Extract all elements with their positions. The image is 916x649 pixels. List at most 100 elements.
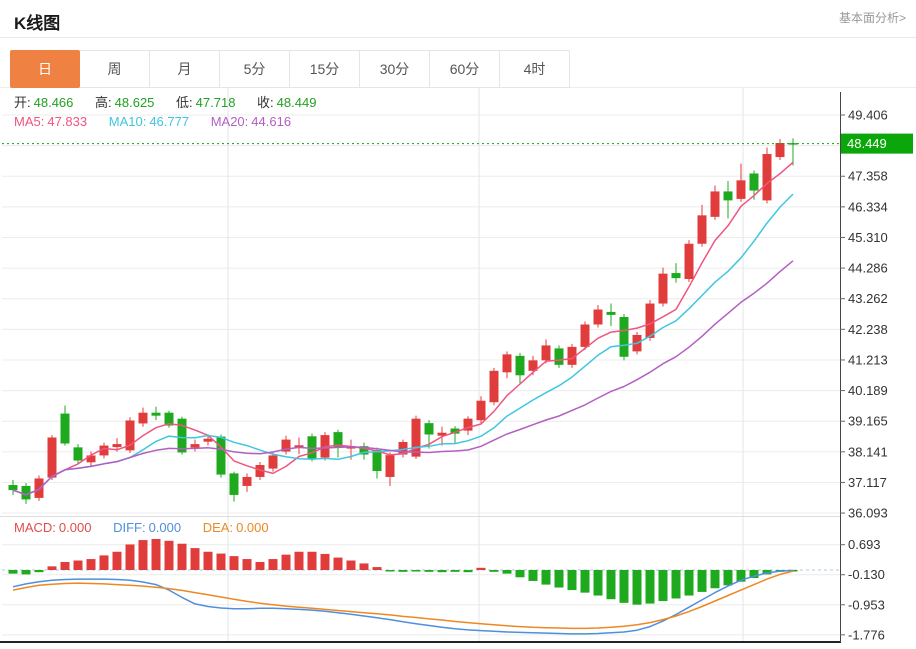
candle — [684, 240, 694, 283]
high-value: 48.625 — [114, 95, 155, 110]
candle — [450, 426, 460, 444]
fundamental-analysis-link[interactable]: 基本面分析> — [838, 11, 906, 25]
candle — [567, 343, 577, 368]
candle — [788, 138, 798, 166]
tab-月[interactable]: 月 — [150, 50, 220, 88]
macd-bar — [333, 557, 343, 570]
macd-bar — [190, 548, 200, 570]
y-axis-label: 36.093 — [848, 506, 888, 521]
candle — [645, 299, 655, 341]
candle — [385, 452, 395, 486]
tab-5分[interactable]: 5分 — [220, 50, 290, 88]
y-axis-label: 42.238 — [848, 322, 888, 337]
candle — [489, 367, 499, 406]
ma5-line — [12, 161, 794, 496]
y-axis-label: 37.117 — [848, 475, 887, 490]
candle — [203, 434, 213, 446]
macd-bar — [723, 570, 733, 586]
macd-bar — [645, 570, 655, 604]
candle — [606, 303, 616, 326]
tab-周[interactable]: 周 — [80, 50, 150, 88]
candle — [164, 410, 174, 428]
y-axis-label: 44.286 — [848, 261, 888, 276]
candle — [60, 405, 70, 446]
macd-bar — [697, 570, 707, 592]
macd-bar — [60, 561, 70, 570]
macd-indicator-row: MACD: 0.000 DIFF: 0.000 DEA: 0.000 — [14, 520, 287, 535]
macd-bar — [515, 570, 525, 578]
macd-bar — [47, 566, 57, 570]
macd-bar — [424, 570, 434, 572]
macd-bar — [34, 570, 44, 573]
macd-bar — [411, 570, 421, 572]
y-axis-label: 39.165 — [848, 414, 888, 429]
candle — [736, 163, 746, 202]
macd-bar — [203, 551, 213, 570]
ma20-line — [12, 260, 794, 496]
tab-15分[interactable]: 15分 — [290, 50, 360, 88]
candle — [34, 475, 44, 501]
tab-30分[interactable]: 30分 — [360, 50, 430, 88]
ma10-label: MA10: — [108, 114, 147, 129]
macd-bar — [112, 551, 122, 570]
tab-4时[interactable]: 4时 — [500, 50, 570, 88]
macd-bar — [658, 570, 668, 602]
macd-value: 0.000 — [58, 520, 92, 535]
macd-bar — [632, 570, 642, 605]
low-label: 低: — [176, 95, 193, 110]
y-axis-label: -0.953 — [848, 597, 885, 612]
candle — [333, 429, 343, 458]
macd-bar — [749, 570, 759, 579]
macd-bar — [398, 570, 408, 572]
candle — [359, 442, 369, 460]
current-price-tag: 48.449 — [841, 133, 913, 154]
macd-bar — [268, 559, 278, 570]
ma10-value: 46.777 — [149, 114, 190, 129]
candle — [502, 351, 512, 379]
candle — [190, 439, 200, 452]
y-axis-label: 40.189 — [848, 383, 888, 398]
tab-日[interactable]: 日 — [10, 50, 80, 88]
macd-bar — [606, 570, 616, 600]
y-axis-label: 45.310 — [848, 230, 888, 245]
macd-bar — [671, 570, 681, 599]
candle — [307, 433, 317, 462]
macd-bar — [372, 567, 382, 570]
candle — [125, 417, 135, 454]
open-value: 48.466 — [33, 95, 74, 110]
y-axis-label: 0.693 — [848, 537, 881, 552]
ma5-value: 47.833 — [47, 114, 88, 129]
open-label: 开: — [14, 95, 31, 110]
y-axis-label: 41.213 — [848, 352, 888, 367]
y-axis-label: 38.141 — [848, 444, 888, 459]
candle — [99, 442, 109, 459]
macd-bar — [281, 554, 291, 570]
macd-bar — [476, 567, 486, 570]
tab-60分[interactable]: 60分 — [430, 50, 500, 88]
y-axis: 49.406 47.358 46.334 45.310 44.286 43.262 42.2… — [840, 92, 888, 642]
macd-bar — [437, 570, 447, 573]
macd-bar — [307, 551, 317, 570]
macd-label: MACD: — [14, 520, 56, 535]
candle — [138, 407, 148, 427]
close-label: 收: — [257, 95, 274, 110]
macd-histogram — [8, 538, 798, 605]
y-axis-label: 47.358 — [848, 169, 888, 184]
macd-bar — [463, 570, 473, 573]
macd-bar — [294, 551, 304, 570]
macd-bar — [8, 570, 18, 574]
macd-bar — [593, 570, 603, 596]
candle — [697, 204, 707, 247]
candle — [216, 434, 226, 478]
macd-bar — [489, 570, 499, 572]
macd-bar — [580, 570, 590, 593]
macd-bar — [164, 540, 174, 570]
macd-bar — [216, 553, 226, 570]
macd-bar — [359, 563, 369, 570]
ma20-value: 44.616 — [251, 114, 292, 129]
period-tabs: 日周月 5分 15分 30分 60分 4时 — [10, 50, 570, 88]
macd-bar — [73, 560, 83, 570]
candle — [281, 435, 291, 455]
macd-bar — [177, 543, 187, 570]
macd-bar — [684, 570, 694, 596]
